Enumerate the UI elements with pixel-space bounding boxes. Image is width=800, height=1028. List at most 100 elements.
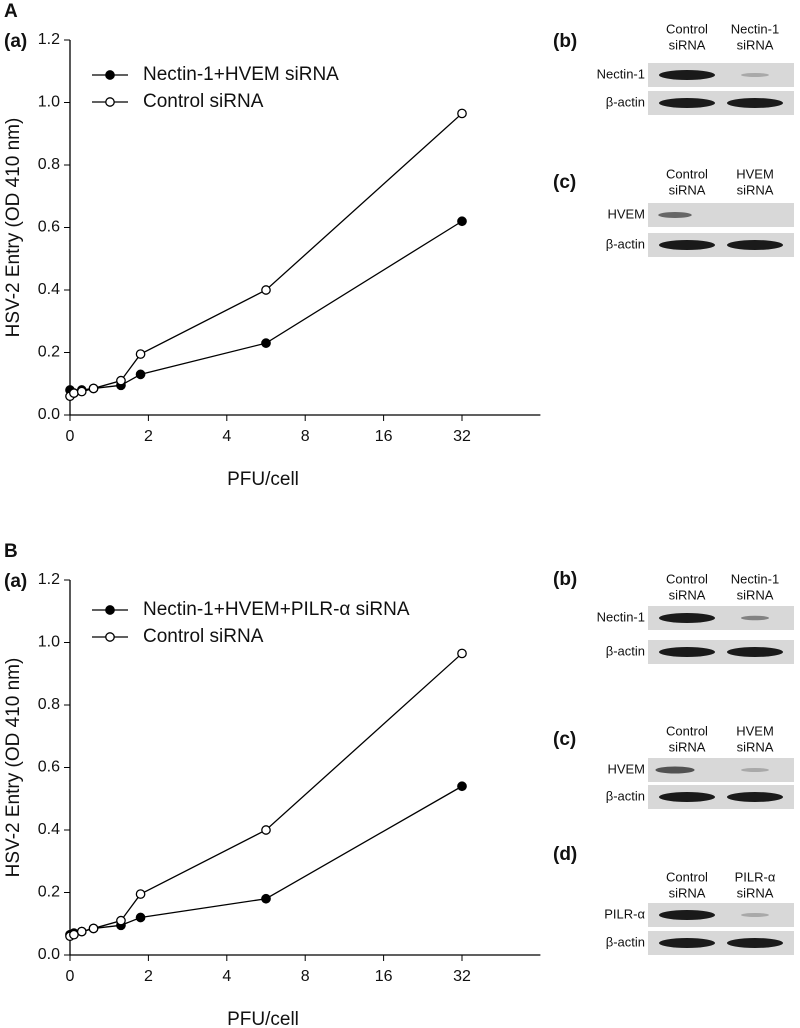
data-point [457,648,467,659]
y-tick-label: 1.2 [38,571,60,588]
y-tick-label: 0.8 [38,696,60,713]
data-point [76,386,87,397]
blot-column-label: siRNA [737,587,774,602]
blot-column-label: siRNA [669,885,706,900]
figure-label: A [4,1,18,22]
figure-label: B [4,541,18,562]
blot-column-label: Nectin-1 [731,21,779,36]
blot-panel-label: (c) [553,172,576,193]
x-tick-label: 4 [222,428,231,445]
blot-band [727,792,783,802]
x-axis-label: PFU/cell [227,1009,299,1028]
y-tick-label: 0.6 [38,759,60,776]
data-point [135,349,146,359]
blot-column-label: PILR-α [735,869,776,884]
y-tick-label: 0.2 [38,344,60,361]
data-point [88,923,99,934]
blot-column-label: siRNA [669,37,706,52]
series-line [69,785,463,936]
series-line [69,652,463,937]
y-tick-label: 0.0 [38,406,60,423]
blot-column-label: siRNA [669,182,706,197]
blot-column-label: siRNA [669,739,706,754]
blot-band [727,240,783,250]
data-point [261,893,271,904]
blot-column-label: Nectin-1 [731,571,779,586]
legend-marker [105,605,115,615]
y-tick-label: 1.0 [38,634,60,651]
blot-row-label: β-actin [606,236,645,251]
blot-column-label: Control [666,166,708,181]
x-tick-label: 8 [301,968,310,985]
data-point [135,369,146,380]
y-tick-label: 1.2 [38,31,60,48]
blot-band [659,613,715,623]
panel-label: (a) [4,31,27,52]
legend-marker [105,97,115,107]
blot-column-label: Control [666,723,708,738]
blot-column-label: Control [666,21,708,36]
blot-band [741,913,769,917]
blot-column-label: HVEM [736,723,774,738]
blot-band [727,98,783,108]
legend-marker [105,632,115,642]
panel-label: (a) [4,571,27,592]
x-axis-label: PFU/cell [227,469,299,490]
legend-marker [105,70,115,80]
blot-band [659,70,715,80]
blot-panel-label: (b) [553,569,577,590]
data-point [88,383,99,394]
data-point [135,889,146,899]
blot-row-label: β-actin [606,643,645,658]
blot-row-label: PILR-α [604,906,645,921]
legend-label: Control siRNA [143,626,264,647]
blot-panel-label: (c) [553,729,576,750]
data-point [116,915,126,926]
x-tick-label: 2 [144,968,153,985]
legend-label: Nectin-1+HVEM siRNA [143,64,339,85]
blot-column-label: HVEM [736,166,774,181]
blot-row-label: β-actin [606,94,645,109]
x-tick-label: 32 [453,968,471,985]
data-point [457,216,467,227]
data-point [457,108,467,119]
data-point [261,825,271,835]
x-tick-label: 16 [375,968,393,985]
data-point [69,388,79,398]
blot-band [659,910,715,920]
x-tick-label: 8 [301,428,310,445]
blot-column-label: Control [666,869,708,884]
blot-band [741,615,769,621]
blot-panel-label: (d) [553,844,577,865]
data-point [261,285,271,295]
legend-label: Nectin-1+HVEM+PILR-α siRNA [143,599,410,620]
data-point [135,912,146,923]
blot-band [658,212,692,218]
blot-band [659,938,715,948]
data-point [457,781,467,792]
y-axis-label: HSV-2 Entry (OD 410 nm) [3,658,24,878]
blot-column-label: Control [666,571,708,586]
blot-row-label: Nectin-1 [597,609,645,624]
blot-row-label: HVEM [607,206,645,221]
series-line [69,112,463,397]
blot-row-label: β-actin [606,934,645,949]
blot-column-label: siRNA [737,739,774,754]
blot-row-label: Nectin-1 [597,66,645,81]
blot-band [655,766,695,774]
data-point [76,926,87,937]
blot-column-label: siRNA [669,587,706,602]
blot-column-label: siRNA [737,182,774,197]
blot-band [727,647,783,657]
blot-row-label: β-actin [606,788,645,803]
series-line [69,220,463,394]
y-tick-label: 0.4 [38,821,60,838]
x-tick-label: 4 [222,968,231,985]
blot-band [741,768,769,772]
blot-band [659,647,715,657]
data-point [261,338,271,348]
y-tick-label: 0.0 [38,946,60,963]
blot-panel-label: (b) [553,31,577,52]
x-tick-label: 16 [375,428,393,445]
